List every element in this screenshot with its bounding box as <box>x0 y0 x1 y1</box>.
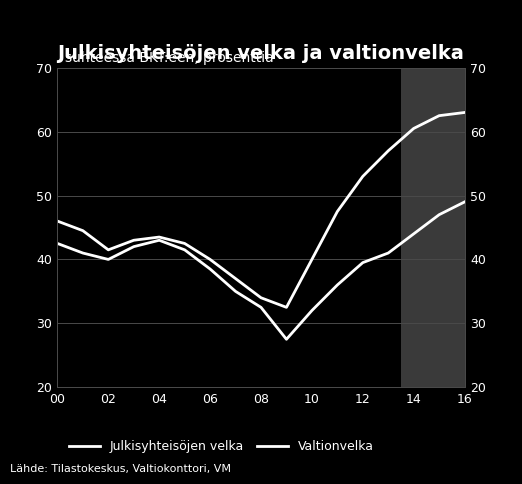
Bar <box>401 68 465 387</box>
Text: Julkisyhteisöjen velka ja valtionvelka: Julkisyhteisöjen velka ja valtionvelka <box>57 45 464 63</box>
Legend: Julkisyhteisöjen velka, Valtionvelka: Julkisyhteisöjen velka, Valtionvelka <box>64 435 379 458</box>
Text: suhteessa BKT:een, prosenttia: suhteessa BKT:een, prosenttia <box>65 51 274 65</box>
Text: Lähde: Tilastokeskus, Valtiokonttori, VM: Lähde: Tilastokeskus, Valtiokonttori, VM <box>10 464 231 474</box>
